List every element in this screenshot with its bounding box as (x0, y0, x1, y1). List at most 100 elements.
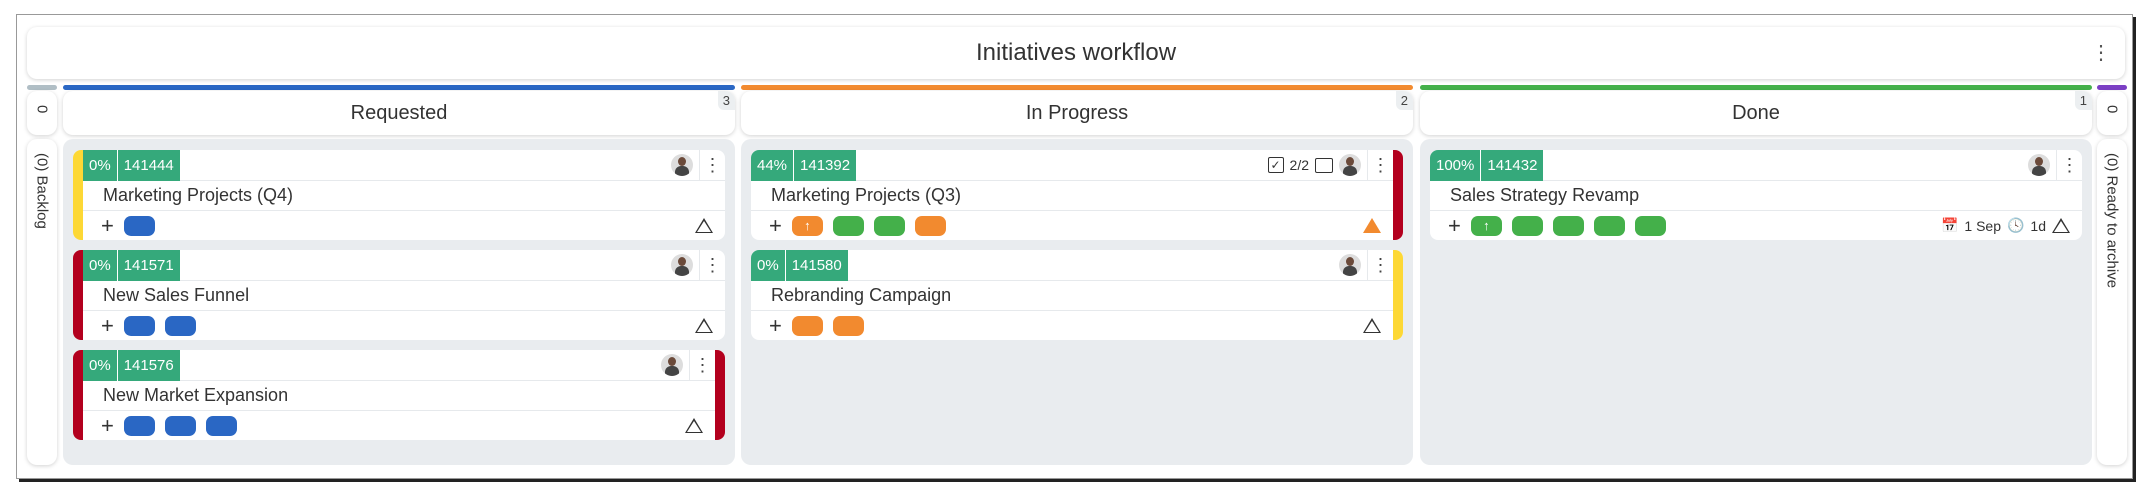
tag-chip[interactable] (123, 415, 155, 436)
card-header-actions: ⋮ (1339, 250, 1393, 281)
card-id-badge[interactable]: 141576 (116, 350, 180, 381)
task-card[interactable]: 0% 141576 ⋮ New Market Expansion + (73, 350, 725, 440)
assignee-avatar[interactable] (1339, 154, 1361, 176)
assignee-avatar[interactable] (671, 154, 693, 176)
tag-chip[interactable] (1634, 215, 1666, 236)
card-title[interactable]: Rebranding Campaign (751, 281, 1393, 311)
backlog-column[interactable]: (0) Backlog (27, 139, 57, 465)
priority-triangle-icon[interactable] (1363, 318, 1381, 333)
card-id-badge[interactable]: 141392 (793, 150, 857, 181)
tag-chip[interactable] (123, 215, 155, 236)
progress-badge: 0% (83, 250, 117, 281)
tag-chip[interactable] (164, 415, 196, 436)
card-title[interactable]: Sales Strategy Revamp (1430, 181, 2082, 211)
task-card[interactable]: 0% 141571 ⋮ New Sales Funnel + (73, 250, 725, 340)
card-footer-meta: 📅 1 Sep 🕓 1d (1941, 211, 2082, 240)
archive-count: 0 (2097, 91, 2127, 135)
tag-chip[interactable] (205, 415, 237, 436)
card-footer: + ↑ 📅 1 Sep 🕓 1d (1430, 211, 2082, 240)
clock-icon: 🕓 (2006, 217, 2025, 233)
card-header-actions: ⋮ (661, 350, 715, 381)
add-tag-icon[interactable]: + (101, 412, 114, 438)
assignee-avatar[interactable] (1339, 254, 1361, 276)
add-tag-icon[interactable]: + (769, 212, 782, 238)
add-tag-icon[interactable]: + (101, 312, 114, 338)
tag-chip[interactable] (791, 315, 823, 336)
priority-triangle-icon[interactable] (695, 318, 713, 333)
due-date: 1 Sep (1964, 217, 2001, 234)
task-card[interactable]: 100% 141432 ⋮ Sales Strategy Revamp + ↑ 📅 1 Sep… (1430, 150, 2082, 240)
tag-chip[interactable]: ↑ (791, 215, 823, 236)
card-header: 0% 141571 ⋮ (83, 250, 725, 281)
checklist-icon: ✓ (1267, 157, 1284, 173)
column-card-count: 2 (1395, 91, 1413, 110)
card-footer-meta (1363, 311, 1393, 340)
priority-triangle-icon[interactable] (695, 218, 713, 233)
progress-badge: 44% (751, 150, 794, 181)
task-card[interactable]: 44% 141392 ✓ 2/2 ⋮ Marketing Projects (Q3) + ↑ (751, 150, 1403, 240)
column-header[interactable]: Requested 3 (63, 91, 735, 135)
card-footer: + (83, 411, 715, 440)
comment-icon[interactable] (1315, 157, 1333, 173)
column-body: 0% 141444 ⋮ Marketing Projects (Q4) +0% 14157… (63, 139, 735, 465)
add-tag-icon[interactable]: + (101, 212, 114, 238)
card-menu-icon[interactable]: ⋮ (689, 350, 715, 381)
tag-chip[interactable] (1511, 215, 1543, 236)
card-menu-icon[interactable]: ⋮ (699, 150, 725, 181)
tag-chip[interactable] (914, 215, 946, 236)
card-title[interactable]: New Market Expansion (83, 381, 715, 411)
card-right-stripe (715, 350, 725, 440)
card-header: 0% 141580 ⋮ (751, 250, 1393, 281)
column-header[interactable]: In Progress 2 (741, 91, 1413, 135)
progress-badge: 100% (1430, 150, 1481, 181)
card-footer: + ↑ (751, 211, 1393, 240)
priority-triangle-icon[interactable] (685, 418, 703, 433)
card-menu-icon[interactable]: ⋮ (1367, 150, 1393, 181)
card-menu-icon[interactable]: ⋮ (699, 250, 725, 281)
backlog-count: 0 (27, 91, 57, 135)
card-id-badge[interactable]: 141432 (1480, 150, 1544, 181)
tag-chip[interactable] (164, 315, 196, 336)
card-id-badge[interactable]: 141444 (116, 150, 180, 181)
card-title[interactable]: New Sales Funnel (83, 281, 725, 311)
column-card-count: 1 (2074, 91, 2092, 110)
assignee-avatar[interactable] (2028, 154, 2050, 176)
tag-chip[interactable] (1552, 215, 1584, 236)
tag-chip[interactable] (1593, 215, 1625, 236)
tag-chip[interactable] (123, 315, 155, 336)
assignee-avatar[interactable] (661, 354, 683, 376)
tag-chip[interactable]: ↑ (1470, 215, 1502, 236)
add-tag-icon[interactable]: + (1448, 212, 1461, 238)
tag-chip[interactable] (832, 215, 864, 236)
card-title[interactable]: Marketing Projects (Q3) (751, 181, 1393, 211)
archive-color-bar (2097, 85, 2127, 90)
column-header[interactable]: Done 1 (1420, 91, 2092, 135)
archive-label: (0) Ready to archive (2103, 153, 2121, 289)
tag-chip[interactable] (832, 315, 864, 336)
priority-triangle-icon[interactable] (1363, 218, 1381, 233)
column-color-bar (741, 85, 1413, 90)
column-title: Done (1732, 101, 1780, 124)
card-menu-icon[interactable]: ⋮ (2056, 150, 2082, 181)
tag-chip[interactable] (873, 215, 905, 236)
board-menu-icon[interactable]: ⋮ (2091, 42, 2111, 64)
card-id-badge[interactable]: 141571 (116, 250, 180, 281)
card-id-badge[interactable]: 141580 (784, 250, 848, 281)
card-title[interactable]: Marketing Projects (Q4) (83, 181, 725, 211)
card-left-stripe (73, 250, 83, 340)
task-card[interactable]: 0% 141444 ⋮ Marketing Projects (Q4) + (73, 150, 725, 240)
card-left-stripe (73, 350, 83, 440)
column-title: In Progress (1025, 101, 1129, 124)
add-tag-icon[interactable]: + (769, 312, 782, 338)
workflow-window: Initiatives workflow ⋮ 0 (0) Backlog 0 (… (16, 14, 2133, 479)
column-card-count: 3 (717, 91, 735, 110)
board-title: Initiatives workflow (975, 39, 1177, 66)
card-menu-icon[interactable]: ⋮ (1367, 250, 1393, 281)
task-card[interactable]: 0% 141580 ⋮ Rebranding Campaign + (751, 250, 1403, 340)
priority-triangle-icon[interactable] (2052, 218, 2070, 233)
assignee-avatar[interactable] (671, 254, 693, 276)
archive-column[interactable]: (0) Ready to archive (2097, 139, 2127, 465)
card-left-stripe (73, 150, 83, 240)
card-header: 0% 141576 ⋮ (83, 350, 715, 381)
progress-badge: 0% (83, 150, 117, 181)
